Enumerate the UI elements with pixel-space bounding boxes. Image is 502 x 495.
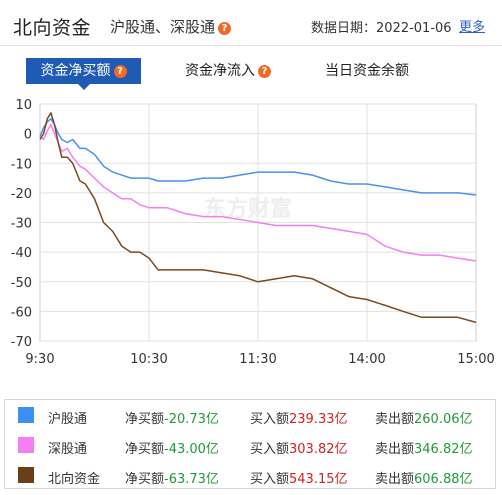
- buy-cell: 买入额543.15亿: [250, 468, 348, 487]
- net-buy-cell: 净买额-43.00亿: [125, 438, 219, 457]
- legend-row-sh: 沪股通 净买额-20.73亿 买入额239.33亿 卖出额260.06亿: [5, 400, 495, 430]
- tab-net-buy-label: 资金净买额: [40, 63, 111, 79]
- net-buy-label: 净买额: [125, 412, 165, 427]
- buy-value: 543.15亿: [289, 472, 348, 487]
- sell-cell: 卖出额260.06亿: [375, 408, 473, 427]
- net-buy-value: -63.73亿: [164, 472, 219, 487]
- sell-cell: 卖出额606.88亿: [375, 468, 473, 487]
- tab-day-balance-label: 当日资金余额: [325, 63, 409, 79]
- x-tick-label: 9:30: [25, 352, 54, 367]
- legend-name: 北向资金: [48, 472, 101, 487]
- header-divider: [0, 45, 502, 46]
- x-axis-labels: 9:30 10:30 11:30 14:00 15:00: [25, 352, 494, 367]
- active-tab-pointer: [77, 84, 90, 90]
- y-tick-label: -20: [11, 187, 32, 202]
- y-tick-label: -40: [11, 246, 32, 261]
- legend-swatch: [18, 407, 34, 423]
- buy-cell: 买入额303.82亿: [250, 438, 348, 457]
- series-lines: [39, 112, 477, 324]
- net-buy-cell: 净买额-20.73亿: [125, 408, 219, 427]
- watermark: 东方财富: [204, 196, 292, 222]
- net-buy-label: 净买额: [125, 472, 165, 487]
- buy-value: 239.33亿: [289, 412, 348, 427]
- x-tick-label: 11:30: [239, 352, 276, 367]
- buy-value: 303.82亿: [289, 442, 348, 457]
- subtitle-text: 沪股通、深股通: [110, 18, 216, 36]
- tab-net-inflow[interactable]: 资金净流入?: [172, 58, 284, 84]
- tab-net-buy[interactable]: 资金净买额?: [26, 58, 141, 90]
- series-line-0: [39, 118, 477, 196]
- y-tick-label: -60: [11, 305, 32, 320]
- y-axis-labels: 10 0 -10 -20 -30 -40 -50 -60 -70: [11, 98, 32, 350]
- y-tick-label: 10: [15, 98, 32, 113]
- buy-cell: 买入额239.33亿: [250, 408, 348, 427]
- page-title: 北向资金: [13, 17, 92, 39]
- buy-label: 买入额: [250, 412, 290, 427]
- y-tick-label: -10: [11, 157, 32, 172]
- net-buy-label: 净买额: [125, 442, 165, 457]
- y-tick-label: -30: [11, 217, 32, 232]
- tab-bar: 资金净买额? 资金净流入? 当日资金余额: [0, 58, 502, 90]
- net-buy-chart: 东方财富 10 0 -10 -20 -30 -40 -50 -60 -70 9:30 10:30 1…: [11, 98, 495, 367]
- buy-label: 买入额: [250, 472, 290, 487]
- buy-label: 买入额: [250, 442, 290, 457]
- series-line-2: [39, 112, 477, 324]
- question-icon[interactable]: ?: [113, 65, 127, 78]
- more-link[interactable]: 更多: [459, 20, 486, 35]
- sell-cell: 卖出额346.82亿: [375, 438, 473, 457]
- legend-name: 深股通: [48, 442, 88, 457]
- x-tick-label: 10:30: [130, 352, 167, 367]
- legend-name: 沪股通: [48, 412, 88, 427]
- x-tick-label: 14:00: [348, 352, 385, 367]
- tab-day-balance[interactable]: 当日资金余额: [312, 58, 422, 84]
- y-tick-label: -50: [11, 276, 32, 291]
- page-header: 北向资金 沪股通、深股通? 数据日期：2022-01-06 更多: [0, 0, 502, 50]
- question-icon[interactable]: ?: [218, 22, 232, 35]
- sell-label: 卖出额: [375, 442, 415, 457]
- sell-value: 260.06亿: [414, 412, 473, 427]
- legend-swatch: [18, 467, 34, 483]
- net-buy-value: -43.00亿: [164, 442, 219, 457]
- legend-row-north: 北向资金 净买额-63.73亿 买入额543.15亿 卖出额606.88亿: [5, 460, 495, 490]
- x-tick-label: 15:00: [457, 352, 494, 367]
- net-buy-value: -20.73亿: [164, 412, 219, 427]
- question-icon[interactable]: ?: [258, 65, 271, 78]
- data-date: 数据日期：2022-01-06: [311, 21, 452, 36]
- series-line-1: [39, 123, 477, 262]
- sell-value: 346.82亿: [414, 442, 473, 457]
- tab-net-inflow-label: 资金净流入: [185, 63, 255, 79]
- net-buy-cell: 净买额-63.73亿: [125, 468, 219, 487]
- y-tick-label: 0: [24, 128, 32, 143]
- legend-swatch: [18, 437, 34, 453]
- sell-label: 卖出额: [375, 412, 415, 427]
- y-tick-label: -70: [11, 335, 32, 350]
- legend-table: 沪股通 净买额-20.73亿 买入额239.33亿 卖出额260.06亿 深股通…: [4, 399, 496, 489]
- sell-label: 卖出额: [375, 472, 415, 487]
- legend-row-sz: 深股通 净买额-43.00亿 买入额303.82亿 卖出额346.82亿: [5, 430, 495, 460]
- sell-value: 606.88亿: [414, 472, 473, 487]
- page-subtitle: 沪股通、深股通?: [110, 16, 232, 37]
